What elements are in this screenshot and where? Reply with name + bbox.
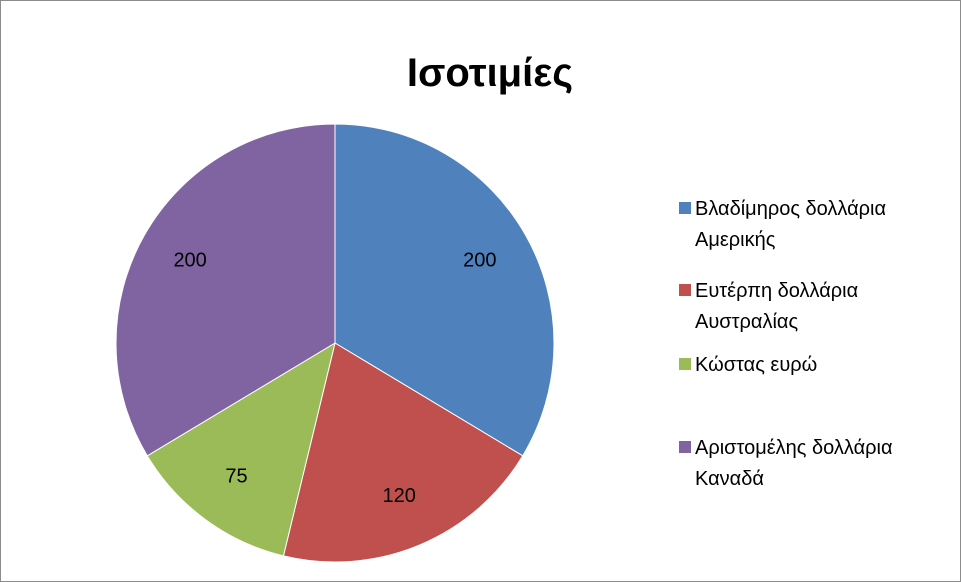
- legend-swatch: [679, 358, 691, 370]
- chart-title: Ισοτιμίες: [407, 51, 573, 95]
- legend-item: Ευτέρπη δολλάρια Αυστραλίας: [679, 276, 954, 338]
- data-label: 200: [173, 249, 206, 271]
- legend-label: Αριστομέλης δολλάρια Καναδά: [695, 437, 893, 490]
- data-label: 200: [463, 249, 496, 271]
- data-label: 75: [225, 465, 247, 487]
- pie-slice: [115, 123, 336, 457]
- legend-swatch: [679, 441, 691, 453]
- legend-item: Βλαδίμηρος δολλάρια Αμερικής: [679, 194, 954, 256]
- legend-label: Ευτέρπη δολλάρια Αυστραλίας: [695, 280, 859, 333]
- pie-slice: [146, 341, 336, 557]
- legend-item: Κώστας ευρώ: [679, 350, 954, 381]
- legend-swatch: [679, 202, 691, 214]
- legend-item: Αριστομέλης δολλάρια Καναδά: [679, 433, 954, 495]
- data-label: 120: [383, 485, 416, 507]
- legend-label: Βλαδίμηρος δολλάρια Αμερικής: [695, 198, 887, 251]
- legend-label: Κώστας ευρώ: [695, 354, 818, 376]
- legend-swatch: [679, 284, 691, 296]
- pie-slice: [334, 123, 555, 457]
- pie-slice: [282, 342, 524, 563]
